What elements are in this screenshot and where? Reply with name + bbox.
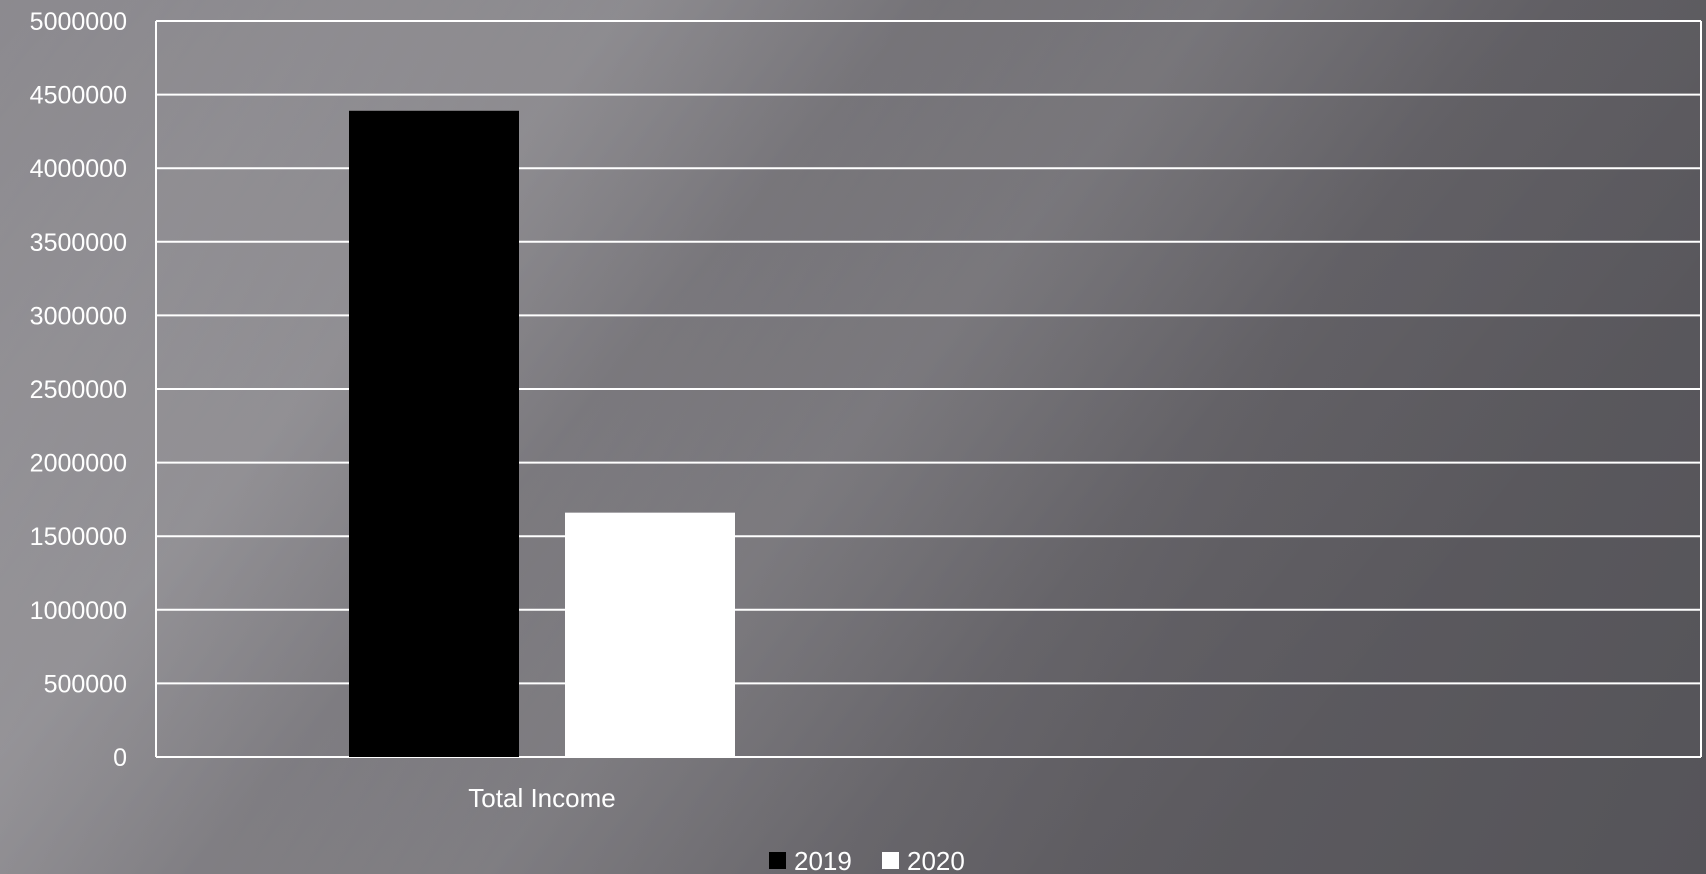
x-category-label: Total Income: [468, 783, 615, 813]
y-tick-label: 1500000: [30, 523, 127, 551]
y-tick-label: 1000000: [30, 597, 127, 625]
y-tick-label: 500000: [44, 670, 127, 698]
x-axis-category-labels: Total Income: [468, 783, 615, 813]
legend-label-2019: 2019: [794, 846, 852, 874]
y-tick-label: 4500000: [30, 82, 127, 110]
legend-swatch-2020: [882, 852, 899, 869]
bars: [349, 110, 735, 758]
y-tick-label: 4000000: [30, 155, 127, 183]
y-tick-label: 3000000: [30, 302, 127, 330]
y-tick-label: 5000000: [30, 8, 127, 36]
legend-label-2020: 2020: [907, 846, 965, 874]
y-tick-label: 3500000: [30, 229, 127, 257]
bar-2020: [565, 512, 735, 757]
legend: 2019 2020: [769, 846, 965, 874]
y-tick-label: 0: [113, 744, 127, 772]
y-tick-label: 2500000: [30, 376, 127, 404]
y-tick-label: 2000000: [30, 450, 127, 478]
legend-swatch-2019: [769, 852, 786, 869]
bar-2019: [349, 110, 519, 758]
y-axis-tick-labels: 0 500000 1000000 1500000 2000000 2500000 30000…: [30, 8, 127, 772]
